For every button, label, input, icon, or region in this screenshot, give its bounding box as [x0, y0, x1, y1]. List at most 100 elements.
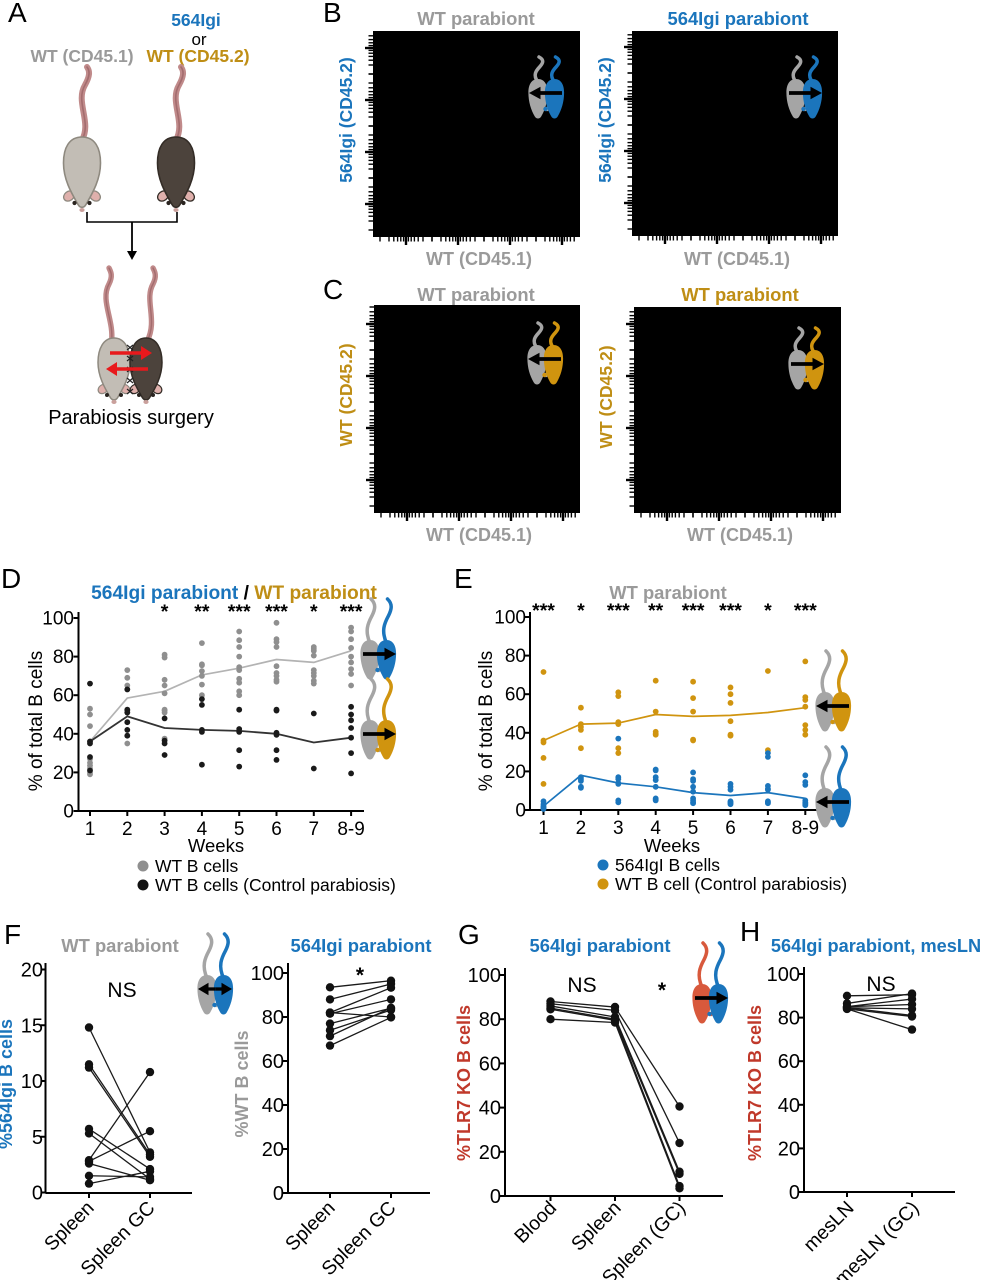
svg-text:**: ** [194, 601, 210, 623]
svg-text:100: 100 [42, 609, 74, 630]
svg-text:WT (CD45.2): WT (CD45.2) [336, 343, 356, 446]
svg-text:H: H [740, 916, 760, 947]
svg-text:WT (CD45.1): WT (CD45.1) [426, 525, 532, 545]
svg-text:G: G [458, 919, 480, 950]
svg-text:E: E [454, 563, 473, 594]
svg-text:NS: NS [567, 974, 596, 997]
svg-text:20: 20 [53, 763, 74, 784]
svg-text:WT parabiont: WT parabiont [417, 8, 534, 29]
svg-text:B: B [323, 0, 342, 28]
svg-text:***: *** [265, 601, 288, 623]
svg-text:40: 40 [479, 1098, 501, 1120]
svg-text:100: 100 [494, 608, 526, 629]
svg-text:0: 0 [490, 1186, 501, 1208]
svg-text:8-9: 8-9 [792, 818, 819, 839]
svg-text:100: 100 [767, 964, 800, 986]
svg-text:Weeks: Weeks [644, 835, 700, 856]
svg-text:20: 20 [505, 762, 526, 783]
svg-text:60: 60 [505, 685, 526, 706]
svg-text:8-9: 8-9 [337, 819, 364, 840]
svg-text:%564Igi B cells: %564Igi B cells [0, 1019, 16, 1149]
svg-text:%TLR7 KO B cells: %TLR7 KO B cells [454, 1005, 474, 1161]
svg-text:***: *** [682, 600, 705, 622]
svg-text:WT (CD45.1): WT (CD45.1) [30, 46, 133, 66]
svg-text:20: 20 [21, 960, 43, 982]
svg-text:100: 100 [251, 963, 284, 985]
svg-text:NS: NS [866, 973, 895, 996]
svg-text:40: 40 [505, 723, 526, 744]
svg-text:***: *** [719, 600, 742, 622]
svg-text:WT (CD45.1): WT (CD45.1) [687, 525, 793, 545]
svg-text:60: 60 [53, 686, 74, 707]
svg-text:80: 80 [479, 1009, 501, 1031]
svg-text:60: 60 [479, 1053, 501, 1075]
svg-text:0: 0 [515, 801, 526, 822]
svg-text:*: * [658, 979, 667, 1002]
svg-text:3: 3 [613, 818, 624, 839]
svg-text:2: 2 [122, 819, 133, 840]
svg-text:*: * [310, 601, 318, 623]
svg-text:4: 4 [197, 819, 208, 840]
svg-text:D: D [1, 563, 21, 594]
svg-text:WT (CD45.1): WT (CD45.1) [426, 249, 532, 269]
svg-text:60: 60 [778, 1051, 800, 1073]
svg-text:40: 40 [53, 724, 74, 745]
svg-text:40: 40 [262, 1095, 284, 1117]
svg-text:0: 0 [32, 1183, 43, 1205]
svg-text:Weeks: Weeks [188, 835, 244, 856]
svg-text:**: ** [648, 600, 664, 622]
svg-text:564IgI B cells: 564IgI B cells [615, 855, 720, 875]
svg-text:***: *** [340, 601, 363, 623]
svg-text:WT parabiont: WT parabiont [417, 284, 534, 305]
svg-text:564Igi parabiont / WT parabion: 564Igi parabiont / WT parabiont [91, 583, 377, 604]
svg-text:564Igi: 564Igi [171, 10, 221, 30]
svg-text:% of total B cells: % of total B cells [26, 651, 47, 791]
svg-text:20: 20 [262, 1139, 284, 1161]
svg-text:*: * [356, 964, 365, 987]
svg-text:*: * [764, 600, 772, 622]
svg-text:WT B cells (Control parabiosis: WT B cells (Control parabiosis) [155, 875, 396, 895]
svg-text:6: 6 [271, 819, 282, 840]
svg-text:80: 80 [505, 646, 526, 667]
svg-text:WT parabiont: WT parabiont [609, 582, 726, 603]
svg-text:564Igi (CD45.2): 564Igi (CD45.2) [595, 57, 615, 182]
svg-text:or: or [191, 30, 206, 49]
svg-text:564Igi parabiont: 564Igi parabiont [667, 8, 808, 29]
svg-text:2: 2 [576, 818, 587, 839]
svg-text:***: *** [607, 600, 630, 622]
svg-text:WT (CD45.1): WT (CD45.1) [684, 249, 790, 269]
svg-text:%WT B cells: %WT B cells [232, 1030, 252, 1137]
svg-text:0: 0 [273, 1183, 284, 1205]
svg-text:% of total B cells: % of total B cells [476, 651, 497, 791]
svg-text:0: 0 [789, 1182, 800, 1204]
svg-text:%TLR7 KO B cells: %TLR7 KO B cells [745, 1005, 765, 1161]
svg-text:80: 80 [262, 1007, 284, 1029]
svg-text:20: 20 [479, 1142, 501, 1164]
svg-text:5: 5 [32, 1127, 43, 1149]
svg-text:40: 40 [778, 1095, 800, 1117]
svg-text:15: 15 [21, 1015, 43, 1037]
svg-text:3: 3 [159, 819, 170, 840]
svg-text:4: 4 [650, 818, 661, 839]
svg-text:10: 10 [21, 1071, 43, 1093]
svg-text:6: 6 [725, 818, 736, 839]
svg-text:564Igi parabiont: 564Igi parabiont [529, 935, 670, 956]
svg-text:Parabiosis surgery: Parabiosis surgery [48, 407, 214, 429]
svg-text:C: C [323, 274, 343, 305]
svg-text:*: * [161, 601, 169, 623]
svg-text:***: *** [228, 601, 251, 623]
svg-text:5: 5 [688, 818, 699, 839]
svg-text:F: F [4, 919, 21, 950]
svg-text:0: 0 [63, 802, 74, 823]
svg-text:80: 80 [53, 647, 74, 668]
svg-text:WT B cells: WT B cells [155, 856, 239, 876]
svg-text:564Igi parabiont, mesLN: 564Igi parabiont, mesLN [771, 936, 981, 956]
svg-text:100: 100 [468, 965, 501, 987]
svg-text:5: 5 [234, 819, 245, 840]
svg-text:80: 80 [778, 1008, 800, 1030]
svg-text:WT B cell (Control parabiosis): WT B cell (Control parabiosis) [615, 874, 847, 894]
svg-text:WT (CD45.2): WT (CD45.2) [596, 345, 616, 448]
svg-text:WT parabiont: WT parabiont [61, 935, 178, 956]
svg-text:7: 7 [763, 818, 774, 839]
svg-text:564Igi (CD45.2): 564Igi (CD45.2) [336, 57, 356, 182]
